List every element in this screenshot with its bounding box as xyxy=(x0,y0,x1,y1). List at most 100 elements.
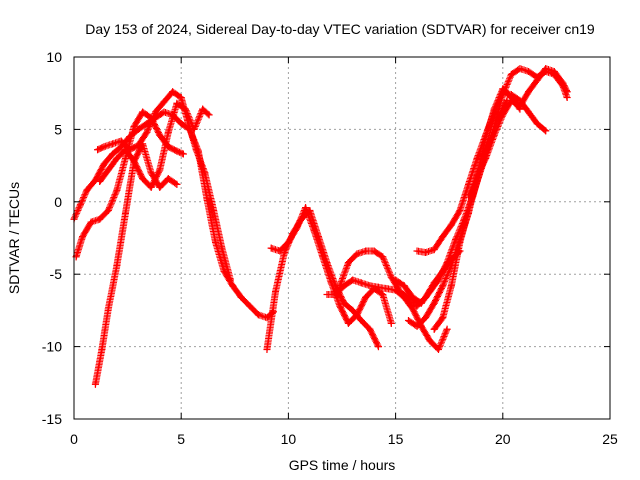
y-tick-label: 0 xyxy=(54,194,62,210)
data-point xyxy=(109,140,117,148)
x-tick-label: 25 xyxy=(602,431,618,447)
data-point xyxy=(344,259,352,267)
chart-title: Day 153 of 2024, Sidereal Day-to-day VTE… xyxy=(85,21,595,37)
data-point xyxy=(430,246,438,254)
data-point xyxy=(139,108,147,116)
data-point xyxy=(439,233,447,241)
data-point xyxy=(173,180,181,188)
x-axis-label: GPS time / hours xyxy=(289,457,396,473)
data-point xyxy=(430,325,438,333)
data-point xyxy=(190,125,198,133)
marks-layer xyxy=(70,65,571,388)
series-track-m xyxy=(430,65,571,333)
data-point xyxy=(94,146,102,154)
data-point xyxy=(357,317,365,325)
data-point xyxy=(456,238,464,246)
data-point xyxy=(417,299,425,307)
data-point xyxy=(533,76,541,84)
data-point xyxy=(229,282,237,290)
data-point xyxy=(263,345,271,353)
data-point xyxy=(79,233,87,241)
ticks-layer: 0 5 10 15 20 25 -15 -10 -5 0 5 10 xyxy=(42,49,618,447)
data-point xyxy=(490,131,498,139)
series-marks-track-f xyxy=(263,207,382,353)
data-point xyxy=(507,70,515,78)
y-tick-label: -15 xyxy=(42,411,62,427)
data-point xyxy=(272,288,280,296)
data-point xyxy=(392,286,400,294)
data-point xyxy=(473,172,481,180)
data-point xyxy=(246,302,254,310)
data-point xyxy=(139,140,147,148)
data-point xyxy=(310,227,318,235)
data-point xyxy=(409,305,417,313)
data-point xyxy=(276,247,284,255)
data-point xyxy=(109,150,117,158)
data-point xyxy=(413,302,421,310)
data-point xyxy=(413,322,421,330)
data-point xyxy=(237,293,245,301)
data-point xyxy=(98,345,106,353)
data-point xyxy=(482,154,490,162)
data-point xyxy=(533,120,541,128)
series-track-g xyxy=(267,204,395,327)
data-point xyxy=(143,128,151,136)
data-point xyxy=(340,282,348,290)
data-point xyxy=(374,283,382,291)
data-point xyxy=(147,169,155,177)
data-point xyxy=(353,311,361,319)
data-point xyxy=(430,299,438,307)
data-point xyxy=(559,79,567,87)
data-point xyxy=(344,319,352,327)
data-point xyxy=(169,88,177,96)
data-point xyxy=(349,276,357,284)
data-point xyxy=(482,131,490,139)
data-point xyxy=(284,238,292,246)
series-track-f xyxy=(263,206,382,353)
data-point xyxy=(422,248,430,256)
data-point xyxy=(164,128,172,136)
data-point xyxy=(456,206,464,214)
data-point xyxy=(113,262,121,270)
data-point xyxy=(96,178,104,186)
data-point xyxy=(156,131,164,139)
data-point xyxy=(434,276,442,284)
data-point xyxy=(349,306,357,314)
data-point xyxy=(464,206,472,214)
data-point xyxy=(323,290,331,298)
data-point xyxy=(332,290,340,298)
series-track-e xyxy=(96,99,213,191)
data-point xyxy=(100,160,108,168)
data-point xyxy=(443,325,451,333)
data-point xyxy=(383,285,391,293)
data-point xyxy=(181,105,189,113)
data-point xyxy=(439,282,447,290)
data-point xyxy=(173,147,181,155)
data-point xyxy=(121,154,129,162)
data-point xyxy=(177,94,185,102)
x-tick-label: 20 xyxy=(495,431,511,447)
x-tick-label: 15 xyxy=(388,431,404,447)
data-point xyxy=(563,88,571,96)
data-point xyxy=(199,105,207,113)
data-point xyxy=(366,282,374,290)
data-point xyxy=(499,91,507,99)
data-point xyxy=(209,205,217,213)
data-point xyxy=(91,380,99,388)
data-point xyxy=(473,154,481,162)
data-point xyxy=(263,314,271,322)
series-track-l xyxy=(413,88,550,256)
data-point xyxy=(542,65,550,73)
data-point xyxy=(201,169,209,177)
data-point xyxy=(179,150,187,158)
data-point xyxy=(218,244,226,252)
data-point xyxy=(516,102,524,110)
data-point xyxy=(387,319,395,327)
data-point xyxy=(439,314,447,322)
data-point xyxy=(542,127,550,135)
data-point xyxy=(507,96,515,104)
data-point xyxy=(409,293,417,301)
data-point xyxy=(156,183,164,191)
data-point xyxy=(227,276,235,284)
data-point xyxy=(525,108,533,116)
